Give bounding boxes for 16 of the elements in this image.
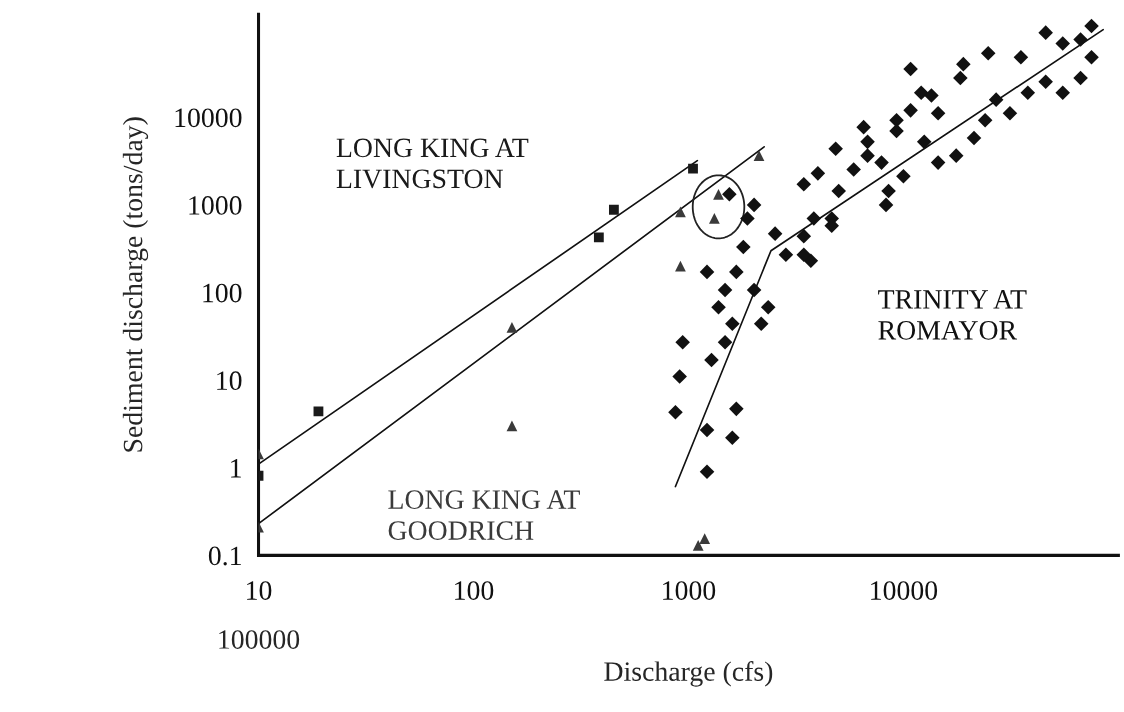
y-tick-label: 1000 bbox=[189, 196, 242, 215]
x-tick-label: 1000 bbox=[663, 581, 716, 600]
y-tick-label: 100 bbox=[203, 283, 242, 303]
x-tick-label: 100 bbox=[455, 581, 494, 600]
text: LONG KING AT LIVINGSTON bbox=[336, 138, 529, 189]
text: LONG KING AT GOODRICH bbox=[388, 490, 580, 540]
x-tick-label: 10000 bbox=[871, 581, 938, 600]
x-axis-title: Discharge (cfs) bbox=[604, 661, 773, 687]
text: TRINITY AT ROMAYOR bbox=[878, 290, 1027, 340]
x-tick-label: 10 bbox=[247, 581, 272, 600]
y-tick-label: 10000 bbox=[175, 108, 242, 128]
y-tick-label: 0.1 bbox=[208, 546, 241, 566]
y-tick-label: 10 bbox=[217, 371, 242, 391]
y-axis-title: Sediment discharge (tons/day) bbox=[122, 117, 149, 452]
y-tick-label: 1 bbox=[231, 459, 241, 478]
text: 100000 bbox=[219, 630, 300, 649]
